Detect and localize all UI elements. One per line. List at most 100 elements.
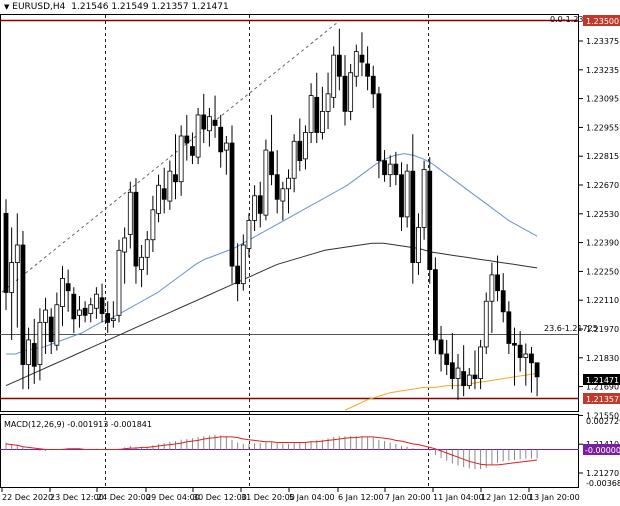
header-triangle-icon: ▼ [4, 3, 10, 11]
candle-bear [105, 313, 111, 323]
candle-bull [291, 140, 297, 179]
time-tick-label: 7 Jan 20:00 [385, 493, 431, 502]
candle-bull [286, 177, 291, 190]
candle-bear [529, 353, 534, 364]
time-tick-label: 24 Dec 20:00 [97, 493, 151, 502]
candle-bull [156, 184, 161, 214]
candle-bull [263, 149, 269, 216]
candle-bear [65, 283, 71, 292]
candle-bull [483, 300, 489, 348]
candle-bull [139, 256, 145, 271]
candle-bear [184, 135, 190, 144]
candle-bull [455, 367, 461, 380]
price-tick-label: 1.22110 [586, 296, 619, 305]
price-tick-label: 1.22530 [586, 210, 619, 219]
candle-bull [26, 339, 32, 365]
candle-bear [297, 140, 303, 162]
time-tick-label: 12 Jan 12:00 [481, 493, 532, 502]
time-tick-label: 31 Dec 20:00 [241, 493, 295, 502]
candle-bear [461, 371, 467, 387]
candle-bear [342, 75, 348, 112]
candles-group [3, 28, 540, 400]
candle-bear [410, 170, 416, 263]
time-tick-label: 6 Jan 12:00 [338, 493, 384, 502]
candle-bear [376, 93, 382, 162]
candle-bull [404, 170, 410, 218]
candle-bear [71, 293, 77, 320]
candle-bear [336, 54, 342, 77]
candle-bear [201, 114, 207, 130]
time-tick-label: 29 Dec 04:00 [146, 493, 200, 502]
candle-bull [94, 293, 99, 309]
candle-bull [223, 142, 229, 151]
price-tick-label: 1.22250 [586, 267, 619, 276]
candle-bear [235, 265, 241, 285]
candle-bull [252, 195, 258, 221]
candle-bear [161, 188, 167, 200]
candle-bear [212, 119, 218, 126]
candle-bear [133, 191, 139, 267]
candle-bear [274, 174, 280, 200]
candle-bear [512, 343, 517, 346]
price-tick-label: 1.23095 [586, 95, 619, 104]
time-tick-label: 11 Jan 04:00 [433, 493, 484, 502]
candle-bull [387, 163, 393, 176]
macd-zero-badge: -0.000000 [583, 444, 620, 455]
fib-top-label: 0.0-1.23488 [550, 15, 599, 24]
candle-bull [43, 309, 48, 323]
price-tick-label: 1.22390 [586, 239, 619, 248]
candle-bear [517, 344, 523, 358]
time-tick-label: 30 Dec 12:00 [193, 493, 247, 502]
candle-bull [60, 278, 65, 307]
candle-bear [495, 274, 500, 292]
candle-bull [478, 346, 484, 380]
ma-black-line [5, 242, 538, 387]
resistance-badge: 1.23500 [583, 15, 620, 26]
candle-bull [421, 169, 427, 228]
ma-blue-line [6, 153, 538, 355]
candle-bull [489, 274, 495, 302]
candle-bull [178, 135, 184, 183]
candle-bear [257, 195, 263, 214]
candle-bull [144, 239, 150, 258]
macd-histogram [5, 434, 538, 470]
candle-bull [14, 244, 20, 263]
candle-bull [523, 353, 529, 358]
candle-bear [359, 54, 365, 63]
macd-label: MACD(12,26,9) -0.001913 -0.001841 [4, 420, 152, 429]
candle-bull [331, 54, 337, 98]
candle-bear [506, 311, 512, 344]
price-tick-label: 1.22670 [586, 181, 619, 190]
candle-bear [427, 170, 433, 271]
candle-bear [190, 146, 195, 156]
candle-bear [500, 290, 506, 313]
candle-bear [173, 174, 178, 183]
candle-bull [110, 318, 116, 321]
price-panel-frame [0, 14, 579, 412]
candle-bear [444, 353, 450, 365]
price-tick-label: 1.23235 [586, 66, 619, 75]
candle-bear [20, 244, 26, 365]
candle-bull [319, 111, 325, 133]
current-price-badge: 1.21471 [583, 374, 620, 385]
support-badge: 1.21357 [583, 393, 620, 404]
candle-bull [150, 209, 156, 241]
candle-bear [472, 374, 478, 380]
candle-bear [31, 343, 37, 367]
symbol-label: EURUSD,H4 [12, 2, 66, 12]
resistance-badge-text: 1.23500 [586, 17, 619, 26]
fib-236-label: 23.6-1.21725 [544, 324, 598, 333]
candle-bear [438, 339, 444, 355]
ma-orange-line [344, 372, 538, 411]
candle-bull [348, 72, 354, 112]
candle-bull [246, 219, 252, 249]
candle-bull [54, 304, 60, 346]
candle-bear [393, 163, 399, 176]
chart-header: ▼ EURUSD,H4 1.21546 1.21549 1.21357 1.21… [4, 2, 229, 12]
candle-bull [116, 249, 122, 316]
candle-bull [303, 132, 308, 160]
